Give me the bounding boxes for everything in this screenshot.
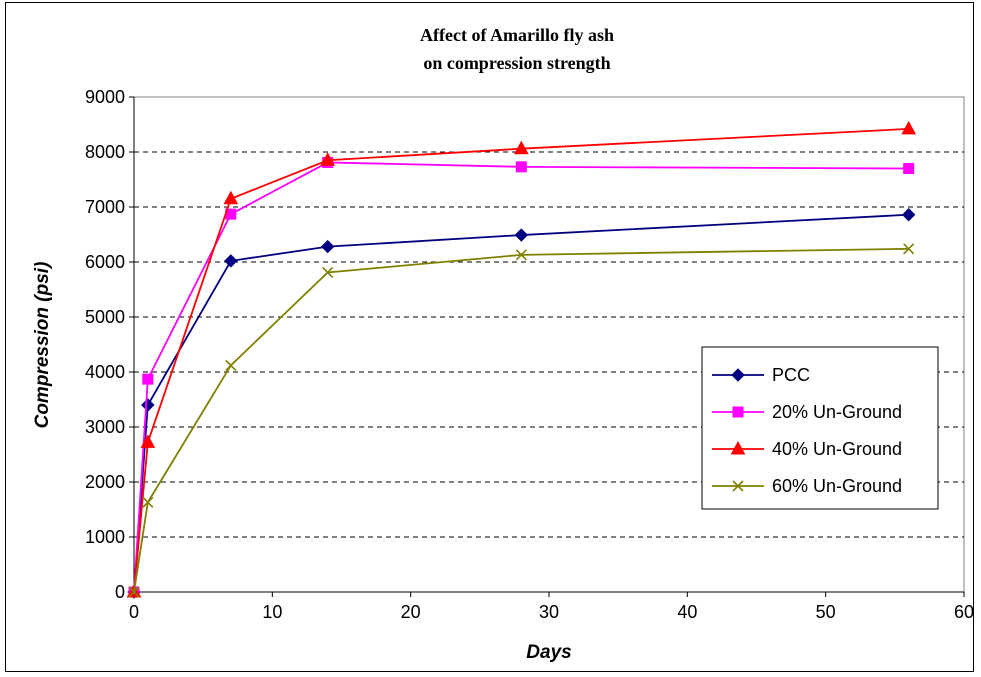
- x-tick-label: 10: [262, 602, 282, 622]
- legend-swatch-marker: [731, 368, 745, 382]
- y-tick-label: 8000: [85, 142, 125, 162]
- y-tick-label: 5000: [85, 307, 125, 327]
- y-tick-label: 1000: [85, 527, 125, 547]
- series-line-2: [133, 161, 909, 593]
- y-tick-label: 2000: [85, 472, 125, 492]
- series-3-point: [140, 434, 156, 448]
- series-line-3: [133, 128, 909, 593]
- series-4-point: [903, 243, 915, 255]
- chart-title-line2: on compression strength: [423, 53, 610, 73]
- series-4-point: [322, 266, 334, 279]
- series-line-4: [133, 247, 909, 593]
- series-4-point: [225, 359, 237, 371]
- legend-label: PCC: [772, 365, 810, 385]
- y-tick-label: 7000: [85, 197, 125, 217]
- x-axis-label: Days: [526, 642, 571, 663]
- series-2-point: [142, 373, 154, 385]
- legend-label: 60% Un-Ground: [772, 476, 902, 496]
- series-1-point: [320, 239, 335, 254]
- x-marker-stroke: [322, 266, 334, 279]
- series-1-point: [901, 207, 916, 222]
- x-marker-stroke: [225, 359, 237, 371]
- series-4-point: [128, 586, 140, 598]
- series-4-point: [142, 496, 154, 508]
- series-1-point: [514, 228, 529, 242]
- legend-swatch-marker: [730, 440, 746, 455]
- legend-label: 40% Un-Ground: [772, 439, 902, 459]
- y-tick-label: 6000: [85, 252, 125, 272]
- series-3-point: [223, 190, 239, 205]
- series-4-point: [515, 249, 527, 261]
- series-line-1: [133, 213, 909, 593]
- x-tick-label: 60: [954, 602, 974, 622]
- y-tick-label: 9000: [85, 87, 125, 107]
- y-tick-label: 3000: [85, 417, 125, 437]
- chart-frame: [5, 2, 974, 672]
- series-3-point: [320, 152, 336, 166]
- x-tick-label: 50: [816, 602, 836, 622]
- series-3-point: [901, 120, 917, 135]
- legend-swatch-marker: [732, 406, 744, 418]
- y-tick-label: 4000: [85, 362, 125, 382]
- y-tick-label: 0: [115, 582, 125, 602]
- chart-title-line1: Affect of Amarillo fly ash: [420, 25, 614, 45]
- series-1-point: [141, 398, 155, 412]
- x-tick-label: 20: [401, 602, 421, 622]
- series-2-point: [515, 161, 527, 173]
- plot-area: [133, 96, 965, 593]
- series-1-point: [224, 254, 238, 268]
- legend-label: 20% Un-Ground: [772, 402, 902, 422]
- x-tick-label: 30: [539, 602, 559, 622]
- x-marker-stroke: [128, 586, 140, 598]
- series-2-point: [903, 163, 915, 174]
- y-axis-label: Compression (psi): [32, 262, 53, 429]
- x-marker-stroke: [515, 249, 527, 261]
- x-marker-stroke: [142, 496, 154, 508]
- x-tick-label: 40: [677, 602, 697, 622]
- x-tick-label: 0: [129, 602, 139, 622]
- legend-swatch-marker: [732, 480, 744, 492]
- x-marker-stroke: [903, 243, 915, 255]
- series-3-point: [513, 140, 529, 155]
- x-marker-stroke: [732, 480, 744, 492]
